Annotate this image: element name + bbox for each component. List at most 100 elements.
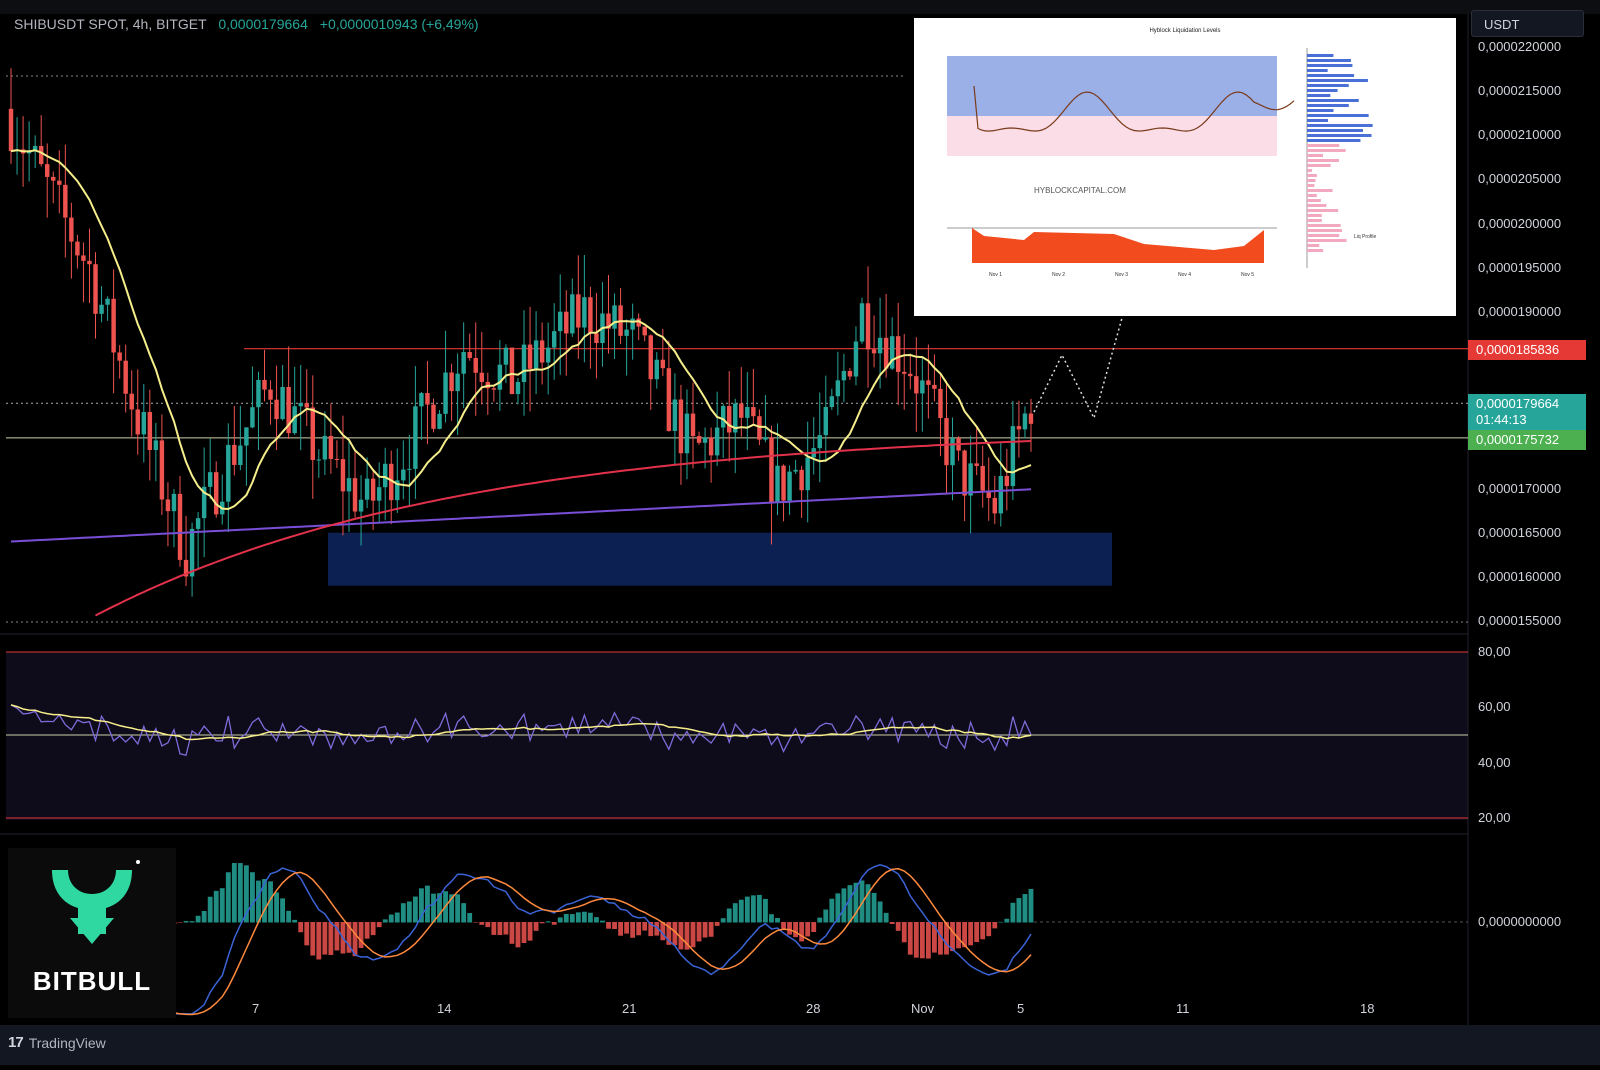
candle-body xyxy=(799,469,804,491)
candle-body xyxy=(745,407,750,418)
candle-body xyxy=(787,471,792,501)
tradingview-icon: 17 xyxy=(8,1034,24,1051)
macd-bar xyxy=(781,922,786,929)
candle-body xyxy=(564,311,569,334)
candle-body xyxy=(678,399,684,454)
candle-body xyxy=(751,407,756,417)
inset-profile-bar xyxy=(1307,244,1320,247)
candle-body xyxy=(865,303,871,350)
candle-body xyxy=(503,347,509,365)
time-axis-label: 21 xyxy=(622,1001,637,1016)
macd-bar xyxy=(787,922,792,935)
macd-bar xyxy=(630,922,636,938)
candle-body xyxy=(527,344,533,369)
macd-bar xyxy=(594,917,599,923)
macd-bar xyxy=(581,911,587,923)
inset-profile-bar xyxy=(1307,189,1333,192)
candle-body xyxy=(286,386,291,434)
time-axis-label: 28 xyxy=(806,1001,821,1016)
candle-body xyxy=(582,297,587,328)
candle-body xyxy=(594,333,599,344)
inset-title: Hyblock Liquidation Levels xyxy=(1149,28,1220,34)
macd-bar xyxy=(1010,902,1016,923)
candle-body xyxy=(871,349,877,354)
macd-bar xyxy=(551,922,557,925)
support-price-tag: 0,0000175732 xyxy=(1468,430,1586,450)
macd-bar xyxy=(412,896,418,923)
candle-body xyxy=(419,393,424,407)
bull-horns-icon xyxy=(52,860,140,944)
candle-body xyxy=(364,478,370,500)
candle-body xyxy=(328,435,334,459)
time-axis-label: 7 xyxy=(252,1001,260,1016)
candle-body xyxy=(26,151,32,154)
candle-body xyxy=(141,412,147,435)
candle-body xyxy=(45,164,50,177)
last-price: 0,0000179664 xyxy=(218,16,308,32)
ma-slow-line xyxy=(10,488,1032,543)
candle-body xyxy=(99,304,104,314)
inset-x-label: Nov 5 xyxy=(1241,272,1254,278)
price-axis-label: 0,0000170000 xyxy=(1478,480,1562,496)
candle-body xyxy=(389,463,394,501)
macd-bar xyxy=(183,920,189,923)
macd-bar xyxy=(364,922,370,939)
candle-body xyxy=(835,380,841,397)
price-axis-label: 0,0000215000 xyxy=(1478,83,1562,99)
inset-x-label: Nov 4 xyxy=(1178,272,1191,278)
macd-bar xyxy=(449,894,455,923)
macd-bar xyxy=(250,872,255,923)
tradingview-brand[interactable]: 17 TradingView xyxy=(8,1034,106,1051)
candle-body xyxy=(352,478,358,512)
macd-bar xyxy=(400,903,406,923)
macd-bar xyxy=(744,896,750,923)
macd-bar xyxy=(865,884,871,923)
candle-body xyxy=(515,382,521,395)
candle-body xyxy=(81,255,86,261)
macd-bar xyxy=(237,863,243,923)
macd-bar xyxy=(213,890,219,923)
candle-body xyxy=(648,335,653,380)
candle-body xyxy=(926,380,931,385)
macd-bar xyxy=(600,920,605,923)
symbol-legend[interactable]: SHIBUSDT SPOT, 4h, BITGET 0,0000179664 +… xyxy=(14,16,479,32)
inset-profile-bar xyxy=(1307,154,1324,157)
candle-body xyxy=(1016,426,1022,430)
macd-bar xyxy=(950,922,955,952)
candle-body xyxy=(413,406,418,469)
currency-selector[interactable]: USDT xyxy=(1471,10,1584,37)
macd-bar xyxy=(1004,918,1010,923)
inset-profile-bar xyxy=(1307,239,1347,242)
candle-body xyxy=(841,370,847,381)
inset-x-label: Nov 3 xyxy=(1115,272,1128,278)
inset-profile-bar xyxy=(1307,159,1340,162)
macd-bar xyxy=(835,893,841,923)
candle-body xyxy=(1004,475,1010,487)
ma-fast-line xyxy=(10,149,1032,511)
macd-bar xyxy=(618,922,623,936)
candle-body xyxy=(431,404,436,429)
macd-bar xyxy=(274,892,279,923)
candle-body xyxy=(93,264,98,314)
macd-bar xyxy=(497,922,503,936)
inset-price-line xyxy=(973,85,1295,132)
candle-body xyxy=(455,373,460,392)
macd-bar xyxy=(793,922,799,938)
candle-body xyxy=(920,380,925,394)
candle-body xyxy=(32,146,38,152)
candle-body xyxy=(189,528,195,577)
brand-name: BITBULL xyxy=(32,966,152,996)
macd-bar xyxy=(775,918,780,923)
macd-bar xyxy=(877,901,883,923)
candle-body xyxy=(612,305,617,329)
candle-body xyxy=(968,463,973,496)
macd-bar xyxy=(732,903,738,923)
macd-bar xyxy=(992,922,998,929)
candle-body xyxy=(75,241,80,256)
symbol-title: SHIBUSDT SPOT, 4h, BITGET xyxy=(14,16,207,32)
macd-bar xyxy=(431,893,436,923)
macd-bar xyxy=(901,922,907,943)
macd-bar xyxy=(672,922,678,946)
